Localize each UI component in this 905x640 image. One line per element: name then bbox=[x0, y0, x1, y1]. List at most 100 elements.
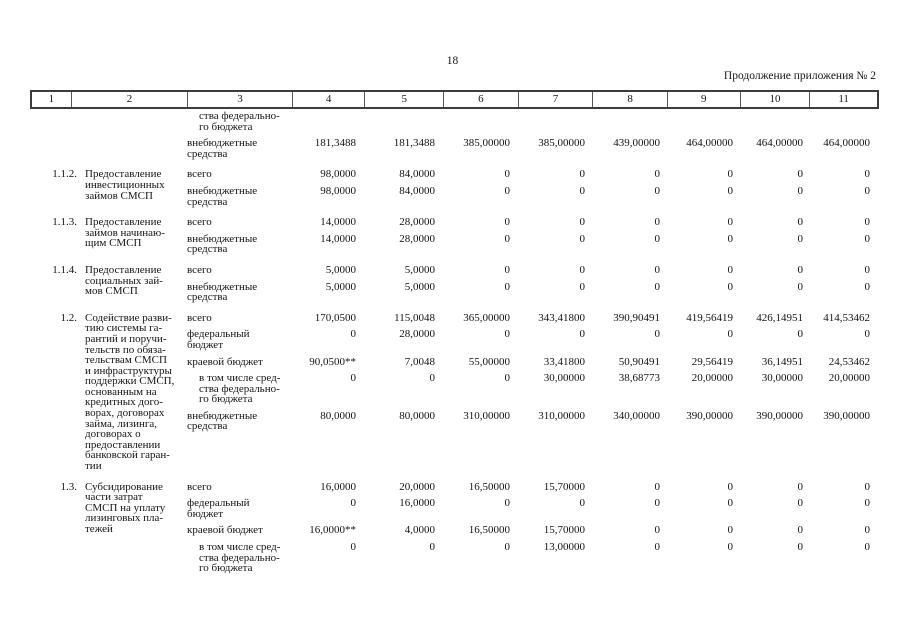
value-cell: 464,00000 bbox=[756, 137, 803, 150]
value-cell: 0 bbox=[727, 280, 734, 293]
value-cell: 414,53462 bbox=[823, 311, 870, 324]
column-number-cell: 5 bbox=[365, 92, 445, 107]
value-cell: 16,50000 bbox=[468, 480, 510, 493]
budget-row: всего 170,0500 115,0048 365,00000 343,41800 3… bbox=[185, 311, 877, 324]
budget-row: ства федерально- го бюджета bbox=[185, 110, 877, 133]
value-cell: 0 bbox=[797, 541, 804, 553]
value-cell: 340,00000 bbox=[613, 409, 660, 422]
budget-row: всего 98,0000 84,0000 0 0 0 0 0 0 bbox=[185, 169, 877, 180]
table-section: 1.1.3. Предоставление займов начинаю- щим… bbox=[30, 217, 890, 255]
section-name: Предоставление социальных зай- мов СМСП bbox=[85, 263, 163, 298]
budget-row: внебюджетные средства 98,0000 84,0000 0 0 0 0 0… bbox=[185, 184, 877, 207]
budget-row: в том числе сред- ства федерально- го бю… bbox=[185, 373, 877, 405]
budget-type-label: всего bbox=[187, 216, 212, 229]
column-number-cell: 1 bbox=[32, 92, 72, 107]
value-cell: 390,90491 bbox=[613, 311, 660, 324]
column-number-cell: 7 bbox=[519, 92, 594, 107]
value-cell: 0 bbox=[504, 216, 511, 229]
value-cell: 16,50000 bbox=[468, 524, 510, 537]
value-cell: 29,56419 bbox=[691, 355, 733, 368]
column-number-cell: 4 bbox=[293, 92, 366, 107]
section-name: Содействие разви- тию системы га- рантий… bbox=[85, 311, 175, 473]
value-cell: 390,00000 bbox=[756, 409, 803, 422]
value-cell: 16,0000** bbox=[309, 524, 356, 537]
budget-row: внебюджетные средства 14,0000 28,0000 0 0 0 0 0… bbox=[185, 232, 877, 255]
budget-type-label: всего bbox=[187, 168, 212, 181]
budget-type-label: краевой бюджет bbox=[187, 355, 263, 368]
value-cell: 0 bbox=[797, 168, 804, 181]
value-cell: 0 bbox=[797, 263, 804, 276]
value-cell: 181,3488 bbox=[314, 137, 356, 150]
budget-type-label: в том числе сред- ства федерально- го бю… bbox=[199, 372, 281, 406]
value-cell: 20,00000 bbox=[691, 372, 733, 385]
value-cell: 0 bbox=[654, 480, 661, 493]
value-cell: 0 bbox=[797, 524, 804, 537]
section-rows: всего 16,0000 20,0000 16,50000 15,70000 0 0 0 0 ф… bbox=[185, 480, 877, 575]
value-cell: 5,0000 bbox=[404, 263, 435, 276]
value-cell: 0 bbox=[350, 497, 357, 510]
budget-type-label: всего bbox=[187, 311, 212, 324]
value-cell: 0 bbox=[864, 184, 871, 197]
value-cell: 0 bbox=[797, 497, 804, 510]
value-cell: 0 bbox=[797, 480, 804, 493]
value-cell: 390,00000 bbox=[686, 409, 733, 422]
appendix-continuation-label: Продолжение приложения № 2 bbox=[723, 70, 876, 82]
column-number-cell: 10 bbox=[741, 92, 811, 107]
value-cell: 464,00000 bbox=[823, 137, 870, 150]
budget-type-label: ства федерально- го бюджета bbox=[199, 110, 280, 133]
section-name: Предоставление инвестиционных займов СМС… bbox=[85, 168, 165, 202]
value-cell: 0 bbox=[654, 232, 661, 245]
section-number: 1.1.4. bbox=[52, 263, 77, 276]
section-number: 1.1.2. bbox=[52, 168, 77, 181]
value-cell: 5,0000 bbox=[404, 280, 435, 293]
value-cell: 0 bbox=[504, 184, 511, 197]
value-cell: 0 bbox=[727, 541, 734, 553]
value-cell: 365,00000 bbox=[463, 311, 510, 324]
budget-row: внебюджетные средства 80,0000 80,0000 310,0… bbox=[185, 409, 877, 432]
value-cell: 80,0000 bbox=[320, 409, 356, 422]
budget-type-label: в том числе сред- ства федерально- го бю… bbox=[199, 541, 281, 575]
value-cell: 30,00000 bbox=[543, 372, 585, 385]
value-cell: 385,00000 bbox=[463, 137, 510, 150]
value-cell: 0 bbox=[727, 184, 734, 197]
value-cell: 115,0048 bbox=[394, 311, 435, 324]
value-cell: 55,00000 bbox=[468, 355, 510, 368]
value-cell: 20,0000 bbox=[399, 480, 435, 493]
value-cell: 0 bbox=[727, 480, 734, 493]
budget-type-label: всего bbox=[187, 263, 212, 276]
column-number-cell: 8 bbox=[593, 92, 668, 107]
budget-row: внебюджетные средства 181,3488 181,3488 385… bbox=[185, 137, 877, 160]
column-number-cell: 3 bbox=[188, 92, 293, 107]
value-cell: 0 bbox=[350, 372, 357, 385]
column-number-cell: 6 bbox=[444, 92, 519, 107]
value-cell: 33,41800 bbox=[543, 355, 585, 368]
value-cell: 84,0000 bbox=[399, 168, 435, 181]
section-number: 1.3. bbox=[60, 480, 78, 493]
value-cell: 310,00000 bbox=[463, 409, 510, 422]
budget-type-label: внебюджетные средства bbox=[187, 280, 258, 304]
budget-row: федеральный бюджет 0 28,0000 0 0 0 0 0 0 bbox=[185, 328, 877, 351]
value-cell: 0 bbox=[727, 328, 734, 341]
value-cell: 80,0000 bbox=[399, 409, 435, 422]
value-cell: 0 bbox=[864, 541, 871, 553]
value-cell: 98,0000 bbox=[320, 184, 356, 197]
value-cell: 0 bbox=[504, 372, 511, 385]
value-cell: 0 bbox=[864, 168, 871, 181]
value-cell: 0 bbox=[504, 328, 511, 341]
section-name: Предоставление займов начинаю- щим СМСП bbox=[85, 216, 165, 250]
value-cell: 0 bbox=[654, 280, 661, 293]
value-cell: 0 bbox=[864, 263, 871, 276]
value-cell: 15,70000 bbox=[543, 480, 585, 493]
table-section: ства федерально- го бюджета внебюджетные … bbox=[30, 110, 890, 160]
value-cell: 0 bbox=[350, 541, 357, 553]
value-cell: 0 bbox=[727, 497, 734, 510]
value-cell: 0 bbox=[727, 216, 734, 229]
value-cell: 20,00000 bbox=[828, 372, 870, 385]
budget-table-body: ства федерально- го бюджета внебюджетные … bbox=[30, 110, 890, 584]
section-number: 1.2. bbox=[60, 311, 78, 324]
value-cell: 0 bbox=[654, 263, 661, 276]
value-cell: 0 bbox=[727, 168, 734, 181]
value-cell: 0 bbox=[654, 184, 661, 197]
value-cell: 0 bbox=[654, 328, 661, 341]
budget-row: всего 16,0000 20,0000 16,50000 15,70000 0 0 0 0 bbox=[185, 480, 877, 493]
